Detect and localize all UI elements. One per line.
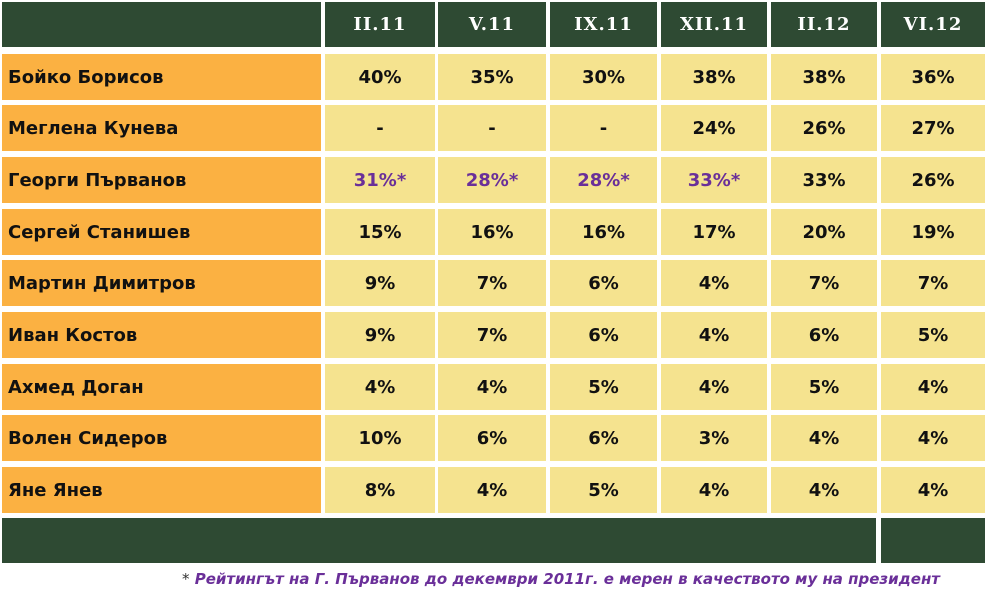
table-cell: 4%: [661, 260, 767, 306]
column-header: XII.11: [661, 2, 767, 47]
table-cell: 4%: [881, 364, 985, 410]
table-cell: 4%: [661, 312, 767, 358]
table-cell: 6%: [550, 312, 657, 358]
row-label: Сергей Станишев: [2, 209, 321, 255]
table-cell: 7%: [438, 312, 546, 358]
column-header: IX.11: [550, 2, 657, 47]
footer-bar-right: [881, 518, 985, 563]
table-cell: 6%: [771, 312, 877, 358]
footnote-star: *: [182, 570, 190, 588]
table-cell: 5%: [550, 364, 657, 410]
table-cell: 16%: [550, 209, 657, 255]
table-cell: 5%: [550, 467, 657, 513]
table-cell: 17%: [661, 209, 767, 255]
table-cell: 4%: [881, 467, 985, 513]
row-label: Георги Първанов: [2, 157, 321, 203]
table-cell: 31%*: [325, 157, 435, 203]
row-label: Ахмед Доган: [2, 364, 321, 410]
table-cell: 4%: [661, 364, 767, 410]
table-cell: 20%: [771, 209, 877, 255]
table-cell: 6%: [550, 260, 657, 306]
row-label: Меглена Кунева: [2, 105, 321, 151]
table-cell: 9%: [325, 312, 435, 358]
table-cell: 4%: [771, 467, 877, 513]
table-cell: 36%: [881, 54, 985, 100]
row-label: Мартин Димитров: [2, 260, 321, 306]
table-cell: 24%: [661, 105, 767, 151]
table-cell: 4%: [881, 415, 985, 461]
table-cell: 4%: [661, 467, 767, 513]
table-cell: 4%: [325, 364, 435, 410]
table-cell: 33%: [771, 157, 877, 203]
table-cell: 7%: [771, 260, 877, 306]
footer-bar-left: [2, 518, 876, 563]
table-cell: 26%: [881, 157, 985, 203]
column-header: VI.12: [881, 2, 985, 47]
table-cell: 38%: [661, 54, 767, 100]
table-cell: 5%: [771, 364, 877, 410]
table-cell: 28%*: [438, 157, 546, 203]
row-label: Яне Янев: [2, 467, 321, 513]
table-cell: 16%: [438, 209, 546, 255]
table-cell: 6%: [438, 415, 546, 461]
table-cell: 5%: [881, 312, 985, 358]
table-cell: 38%: [771, 54, 877, 100]
table-cell: 7%: [881, 260, 985, 306]
table-cell: -: [325, 105, 435, 151]
table-cell: 6%: [550, 415, 657, 461]
table-cell: 10%: [325, 415, 435, 461]
table-cell: 35%: [438, 54, 546, 100]
table-cell: 3%: [661, 415, 767, 461]
table-cell: -: [550, 105, 657, 151]
table-cell: 15%: [325, 209, 435, 255]
header-corner: [2, 2, 321, 47]
table-cell: 40%: [325, 54, 435, 100]
table-cell: -: [438, 105, 546, 151]
table-cell: 8%: [325, 467, 435, 513]
column-header: II.11: [325, 2, 435, 47]
table-cell: 9%: [325, 260, 435, 306]
table-cell: 30%: [550, 54, 657, 100]
table-cell: 4%: [438, 364, 546, 410]
row-label: Бойко Борисов: [2, 54, 321, 100]
row-label: Волен Сидеров: [2, 415, 321, 461]
table-cell: 28%*: [550, 157, 657, 203]
table-cell: 4%: [438, 467, 546, 513]
table-cell: 7%: [438, 260, 546, 306]
column-header: II.12: [771, 2, 877, 47]
footnote-text: Рейтингът на Г. Първанов до декември 201…: [194, 570, 940, 588]
footnote: * Рейтингът на Г. Първанов до декември 2…: [182, 570, 962, 590]
table-cell: 4%: [771, 415, 877, 461]
table-cell: 19%: [881, 209, 985, 255]
table-cell: 26%: [771, 105, 877, 151]
table-cell: 27%: [881, 105, 985, 151]
column-header: V.11: [438, 2, 546, 47]
row-label: Иван Костов: [2, 312, 321, 358]
table-cell: 33%*: [661, 157, 767, 203]
